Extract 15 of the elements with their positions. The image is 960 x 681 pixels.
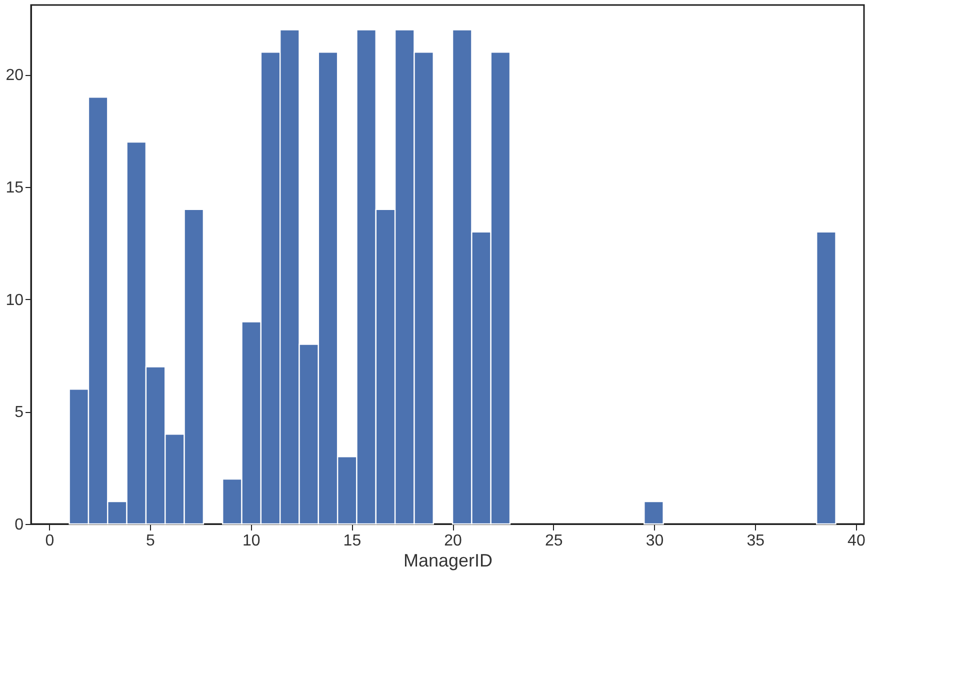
x-axis-title: ManagerID [403,550,493,570]
y-tick-label: 20 [6,67,24,84]
x-tick-label: 0 [45,532,54,550]
y-tick-label: 10 [6,292,24,309]
x-tick-label: 20 [444,532,462,550]
x-tick-label: 25 [544,532,563,550]
x-tick-label: 15 [343,532,362,550]
y-tick-label: 0 [14,516,24,534]
x-tick-label: 10 [242,532,260,550]
y-tick-label: 5 [14,404,24,422]
x-tick-label: 40 [848,532,866,550]
y-tick-label: 15 [6,179,24,196]
x-tick-label: 5 [146,532,156,550]
x-tick-label: 35 [746,532,765,550]
x-tick-label: 30 [646,532,664,550]
